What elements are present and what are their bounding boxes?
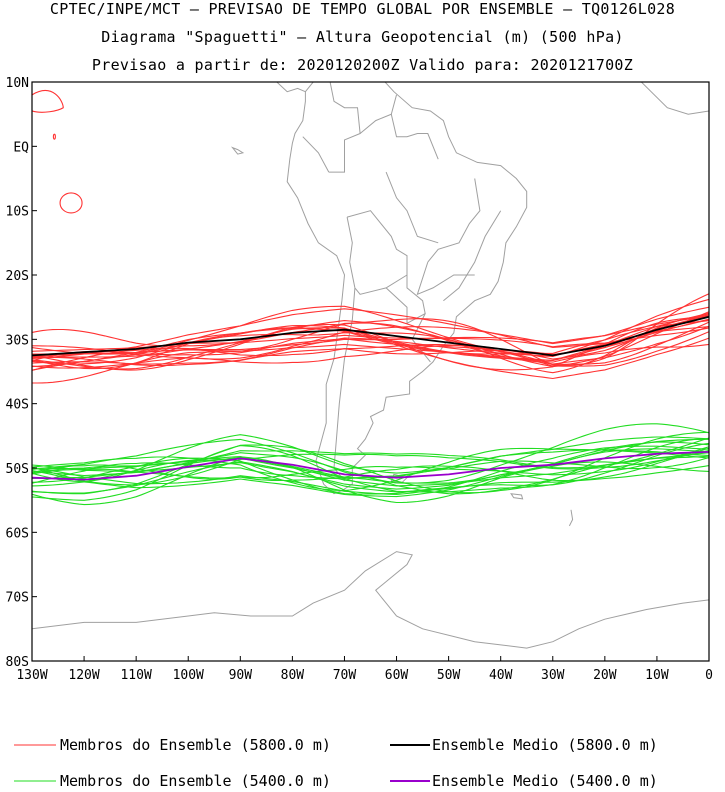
country-border xyxy=(346,210,408,275)
member-5800-line xyxy=(32,326,709,365)
country-border xyxy=(302,136,330,173)
member-5800-line xyxy=(32,308,709,360)
south-america-outline xyxy=(286,82,528,495)
member-5800-line xyxy=(32,298,709,357)
lon-tick-label: 90W xyxy=(229,668,253,683)
country-border xyxy=(385,171,439,244)
mean-5400-line xyxy=(32,451,709,481)
member-5400-line xyxy=(32,447,709,492)
lon-tick-label: 20W xyxy=(593,668,617,683)
ensemble-mean-layer xyxy=(32,315,709,481)
lat-tick-label: 20S xyxy=(6,269,29,284)
member-5400-line xyxy=(32,448,709,487)
member-5800-line xyxy=(32,89,64,113)
west-africa-outline xyxy=(640,82,709,115)
antarctica-outline xyxy=(32,551,709,649)
lon-tick-label: 40W xyxy=(489,668,513,683)
member-5800-line xyxy=(32,325,709,370)
country-border xyxy=(346,217,356,288)
lon-tick-label: 30W xyxy=(541,668,565,683)
lat-tick-label: 80S xyxy=(6,655,29,670)
legend-mean-5400-label: Ensemble Medio (5400.0 m) xyxy=(432,772,658,790)
continent-outlines xyxy=(32,82,709,649)
member-5400-line xyxy=(32,442,709,495)
lon-tick-label: 80W xyxy=(281,668,305,683)
member-5400-line xyxy=(32,441,709,498)
lon-tick-label: 50W xyxy=(437,668,461,683)
country-border xyxy=(333,287,356,482)
member-5800-line xyxy=(32,306,709,360)
lon-tick-label: 100W xyxy=(173,668,204,683)
members-5400-layer xyxy=(32,423,709,506)
lon-tick-label: 130W xyxy=(16,668,47,683)
south-georgia-outline xyxy=(510,493,524,500)
mean-5800-line xyxy=(32,315,709,357)
central-america-outline xyxy=(276,82,306,93)
member-5800-closed-contour xyxy=(52,133,56,140)
member-5400-line xyxy=(32,423,709,484)
south-sandwich-outline xyxy=(568,509,574,527)
member-5800-line xyxy=(32,331,709,371)
lon-tick-label: 110W xyxy=(120,668,151,683)
galapagos-outline xyxy=(230,146,245,155)
legend-mean-5800-label: Ensemble Medio (5800.0 m) xyxy=(432,736,658,754)
lat-tick-label: 60S xyxy=(6,526,29,541)
country-border xyxy=(359,94,397,134)
members-5800-layer xyxy=(32,89,709,384)
lat-tick-label: 30S xyxy=(6,333,29,348)
legend-member-5800-label: Membros do Ensemble (5800.0 m) xyxy=(60,736,331,754)
country-border xyxy=(354,274,408,295)
title-line-2: Diagrama "Spaguetti" — Altura Geopotenci… xyxy=(101,28,624,46)
country-border xyxy=(427,178,481,263)
lat-tick-label: EQ xyxy=(13,140,29,155)
lat-tick-label: 10S xyxy=(6,205,29,220)
lat-tick-label: 40S xyxy=(6,398,29,413)
country-border xyxy=(443,210,502,302)
title-line-3: Previsao a partir de: 2020120200Z Valido… xyxy=(91,56,634,74)
plot-frame xyxy=(31,81,710,662)
member-5400-line xyxy=(32,456,709,506)
lat-tick-label: 50S xyxy=(6,462,29,477)
country-border xyxy=(328,82,361,173)
member-5400-line xyxy=(32,434,709,483)
lat-tick-label: 70S xyxy=(6,591,29,606)
member-5800-line xyxy=(32,318,709,367)
lon-tick-label: 120W xyxy=(68,668,99,683)
lon-tick-label: 60W xyxy=(385,668,409,683)
member-5400-line xyxy=(32,438,709,501)
lon-tick-label: 70W xyxy=(333,668,357,683)
legend: Membros do Ensemble (5800.0 m) Ensemble … xyxy=(14,736,658,790)
legend-member-5400-label: Membros do Ensemble (5400.0 m) xyxy=(60,772,331,790)
lon-tick-label: 10W xyxy=(645,668,669,683)
member-5400-line xyxy=(32,446,709,480)
lat-tick-label: 10N xyxy=(6,76,29,91)
central-america-outline xyxy=(188,82,277,83)
member-5800-line xyxy=(32,321,709,365)
member-5800-line xyxy=(32,322,709,384)
lon-tick-label: 0 xyxy=(705,668,713,683)
member-5800-closed-contour xyxy=(59,192,83,214)
country-border xyxy=(390,114,439,160)
member-5400-line xyxy=(32,445,709,496)
title-line-1: CPTEC/INPE/MCT — PREVISAO DE TEMPO GLOBA… xyxy=(49,0,676,18)
member-5400-line xyxy=(32,447,709,482)
country-border xyxy=(416,261,475,296)
member-5400-line xyxy=(32,452,709,495)
member-5800-line xyxy=(32,315,709,362)
member-5800-line xyxy=(32,314,709,369)
